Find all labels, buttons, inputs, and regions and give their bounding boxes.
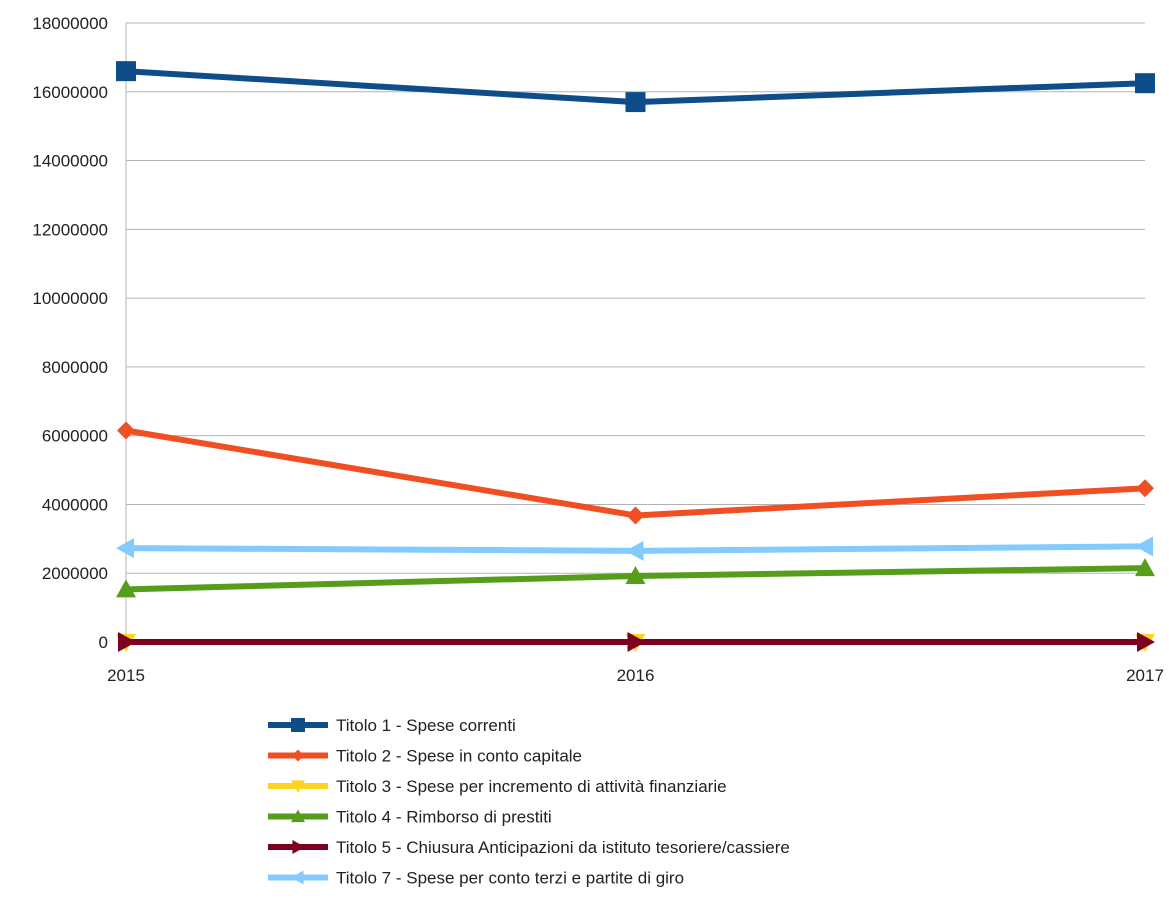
y-tick-label: 8000000: [42, 358, 108, 377]
legend-label: Titolo 3 - Spese per incremento di attiv…: [336, 777, 727, 796]
legend-label: Titolo 1 - Spese correnti: [336, 716, 516, 735]
x-tick-label: 2017: [1126, 666, 1164, 685]
legend-marker: [291, 809, 305, 823]
series-4: [116, 558, 1155, 598]
data-point: [626, 506, 645, 525]
y-tick-label: 16000000: [32, 83, 108, 102]
data-point: [625, 565, 646, 584]
data-point: [116, 538, 134, 559]
data-point: [116, 61, 136, 82]
y-tick-label: 12000000: [32, 220, 108, 239]
series-group: [116, 61, 1155, 652]
y-tick-label: 6000000: [42, 427, 108, 446]
legend-item: Titolo 5 - Chiusura Anticipazioni da ist…: [268, 838, 790, 857]
data-point: [1135, 558, 1155, 577]
data-point: [117, 421, 135, 440]
gridlines: [126, 22, 1145, 643]
data-point: [625, 92, 646, 113]
legend-label: Titolo 2 - Spese in conto capitale: [336, 747, 582, 766]
legend-marker: [291, 780, 305, 793]
y-tick-label: 4000000: [42, 495, 108, 514]
data-point: [1135, 73, 1155, 94]
legend-item: Titolo 1 - Spese correnti: [268, 716, 516, 735]
data-point: [118, 632, 136, 652]
x-axis: 2015 2016 2017: [107, 666, 1164, 685]
legend-label: Titolo 7 - Spese per conto terzi e parti…: [336, 869, 684, 888]
legend-marker: [291, 718, 305, 732]
legend-item: Titolo 2 - Spese in conto capitale: [268, 747, 582, 766]
y-tick-label: 0: [99, 633, 108, 652]
legend-label: Titolo 4 - Rimborso di prestiti: [336, 808, 552, 827]
data-point: [625, 540, 644, 561]
legend-marker: [292, 840, 305, 854]
y-axis: 0 2000000 4000000 6000000 8000000 10000000 120…: [32, 14, 127, 652]
legend: Titolo 1 - Spese correnti Titolo 2 - Spes…: [268, 716, 790, 888]
data-point: [1136, 479, 1154, 498]
data-point: [1135, 536, 1153, 557]
data-point: [116, 579, 136, 598]
series-2: [117, 421, 1154, 525]
series-1: [116, 61, 1155, 113]
y-tick-label: 18000000: [32, 14, 108, 33]
series-6: [116, 536, 1153, 561]
legend-item: Titolo 3 - Spese per incremento di attiv…: [268, 777, 727, 796]
x-tick-label: 2016: [617, 666, 655, 685]
legend-item: Titolo 4 - Rimborso di prestiti: [268, 808, 552, 827]
legend-marker: [292, 749, 304, 762]
y-tick-label: 14000000: [32, 152, 108, 171]
x-tick-label: 2015: [107, 666, 145, 685]
legend-marker: [291, 870, 304, 885]
y-tick-label: 2000000: [42, 564, 108, 583]
data-point: [627, 632, 646, 652]
series-line: [125, 427, 1146, 519]
legend-item: Titolo 7 - Spese per conto terzi e parti…: [268, 869, 684, 888]
data-point: [1137, 632, 1155, 652]
legend-label: Titolo 5 - Chiusura Anticipazioni da ist…: [336, 838, 790, 857]
y-tick-label: 10000000: [32, 289, 108, 308]
series-5: [118, 632, 1155, 652]
